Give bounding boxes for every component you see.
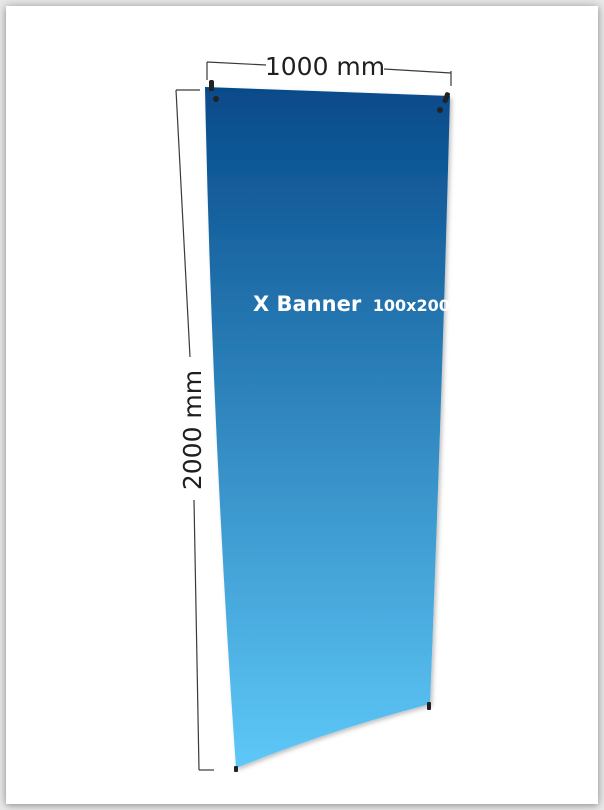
width-dimension: 1000 mm [206,52,452,86]
grommet-bottom-left [234,766,238,772]
width-line-right [383,68,452,74]
height-dimension: 2000 mm [175,89,214,771]
banner-title: X Banner 100x200 [253,292,450,316]
height-line-top [175,89,191,358]
grommet-top-left [209,80,214,91]
grommet-bottom-right [427,702,431,710]
grommet-eyelet-top-left [213,96,219,102]
width-line-left [206,61,267,66]
banner-title-main: X Banner [253,292,362,316]
grommet-top-right [442,92,450,104]
grommet-eyelet-top-right [437,107,443,113]
banner-title-size: 100x200 [373,296,450,315]
banner-panel [205,87,450,768]
width-label: 1000 mm [265,52,385,81]
height-line-bottom [193,499,200,771]
height-label: 2000 mm [178,370,207,490]
